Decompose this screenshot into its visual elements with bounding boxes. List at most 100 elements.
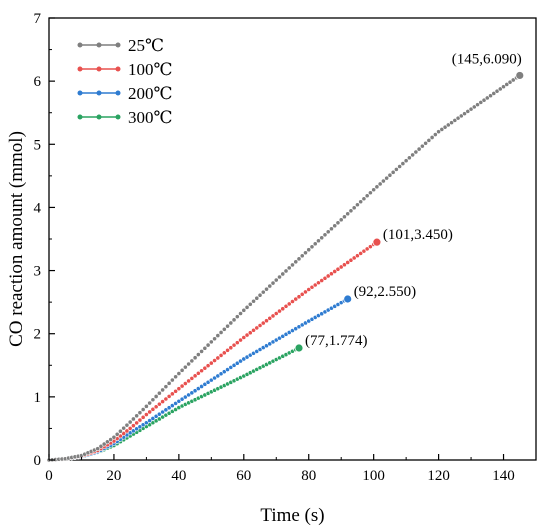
data-point [280, 306, 286, 312]
data-point [455, 115, 461, 121]
data-point [169, 377, 175, 383]
x-tick-label: 20 [106, 468, 121, 484]
series-1 [46, 237, 382, 463]
end-label: (101,3.450) [383, 227, 453, 243]
legend-marker [77, 42, 83, 48]
data-point [497, 86, 503, 92]
data-point [406, 155, 412, 161]
y-tick-label: 7 [34, 11, 42, 27]
data-point [228, 365, 234, 370]
data-point [234, 314, 240, 320]
data-point [270, 313, 276, 319]
data-point [419, 143, 425, 149]
legend-marker [96, 114, 102, 120]
legend-item: 200℃ [77, 84, 173, 103]
data-point [338, 217, 344, 223]
data-point [481, 97, 487, 103]
data-point [283, 303, 289, 309]
data-point [121, 431, 127, 436]
data-point [221, 369, 227, 375]
x-axis-title: Time (s) [260, 505, 324, 526]
legend-marker [115, 42, 121, 48]
y-tick-label: 6 [34, 74, 42, 90]
data-point [342, 262, 347, 268]
data-point [160, 409, 166, 415]
data-point [182, 364, 188, 370]
data-point [484, 95, 490, 101]
data-point [345, 211, 351, 217]
data-point [208, 377, 214, 383]
data-point [150, 406, 156, 412]
data-point [189, 390, 195, 396]
data-point [208, 339, 214, 345]
data-point [273, 277, 279, 283]
x-axis: 0 20 40 60 80 100 120 140 [45, 454, 515, 484]
data-point [283, 268, 289, 274]
data-point [280, 271, 286, 277]
data-point [254, 325, 260, 331]
data-point [98, 443, 104, 449]
data-point [254, 295, 260, 301]
y-tick-label: 3 [34, 264, 42, 280]
data-point [325, 229, 331, 235]
data-point [286, 265, 292, 271]
data-point [247, 330, 253, 336]
legend-item: 100℃ [77, 60, 173, 79]
legend-item: 300℃ [77, 108, 173, 127]
data-point [332, 269, 338, 274]
legend-marker [96, 42, 102, 48]
data-point [264, 286, 269, 292]
data-point [368, 190, 373, 196]
data-point [299, 291, 305, 297]
data-point [393, 167, 399, 172]
data-point [293, 259, 299, 265]
data-point [364, 193, 370, 199]
data-point [241, 335, 247, 340]
data-point [234, 340, 240, 346]
y-axis: 0 1 2 3 4 5 6 7 [34, 11, 55, 469]
data-point [416, 146, 422, 152]
data-point [189, 358, 195, 364]
data-point [147, 400, 153, 406]
data-point [166, 405, 172, 411]
data-point [257, 323, 263, 328]
data-point [303, 289, 308, 295]
data-point [231, 342, 237, 348]
data-point [169, 403, 175, 408]
legend-marker [96, 66, 102, 72]
plot-area: (77,1.774) (92,2.550) (101,3.450) (145,6.09… [46, 17, 537, 463]
data-point [163, 384, 169, 390]
legend-label: 25℃ [128, 36, 164, 55]
data-point [273, 311, 279, 316]
data-point [179, 396, 185, 402]
data-point [160, 399, 166, 404]
data-point [400, 161, 406, 167]
data-point [423, 140, 429, 146]
series-layer [46, 71, 525, 463]
data-point [504, 82, 510, 87]
end-label: (77,1.774) [305, 333, 368, 349]
data-point [225, 367, 230, 372]
data-point [150, 397, 156, 403]
data-point [244, 304, 250, 310]
series-0 [46, 71, 525, 463]
data-point [169, 391, 175, 397]
data-point [218, 330, 224, 335]
data-point [342, 214, 347, 220]
data-point [345, 260, 351, 265]
data-point [231, 362, 237, 368]
y-tick-label: 4 [34, 200, 42, 216]
data-point [134, 420, 140, 426]
plot-frame [48, 17, 537, 461]
data-point [173, 374, 179, 380]
data-point [306, 247, 312, 253]
data-point [108, 437, 114, 442]
data-point [143, 412, 149, 417]
data-point [439, 127, 445, 132]
data-point [277, 274, 282, 280]
y-axis-title: CO reaction amount (mmol) [6, 131, 27, 347]
data-point [299, 253, 305, 259]
data-point [251, 327, 256, 333]
data-point [195, 352, 201, 357]
legend-marker [115, 90, 121, 96]
